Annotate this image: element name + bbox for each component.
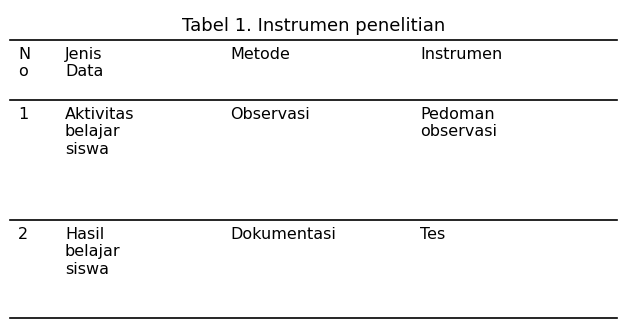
Text: Pedoman
observasi: Pedoman observasi	[420, 107, 497, 139]
Text: Aktivitas
belajar
siswa: Aktivitas belajar siswa	[65, 107, 135, 157]
Text: 1: 1	[18, 107, 28, 122]
Text: 2: 2	[18, 227, 28, 242]
Text: Instrumen: Instrumen	[420, 47, 502, 62]
Text: Jenis
Data: Jenis Data	[65, 47, 103, 80]
Text: Dokumentasi: Dokumentasi	[230, 227, 336, 242]
Text: Hasil
belajar
siswa: Hasil belajar siswa	[65, 227, 120, 277]
Text: Tes: Tes	[420, 227, 445, 242]
Text: Observasi: Observasi	[230, 107, 310, 122]
Text: N
o: N o	[18, 47, 30, 80]
Text: Metode: Metode	[230, 47, 290, 62]
Text: Tabel 1. Instrumen penelitian: Tabel 1. Instrumen penelitian	[182, 17, 445, 35]
